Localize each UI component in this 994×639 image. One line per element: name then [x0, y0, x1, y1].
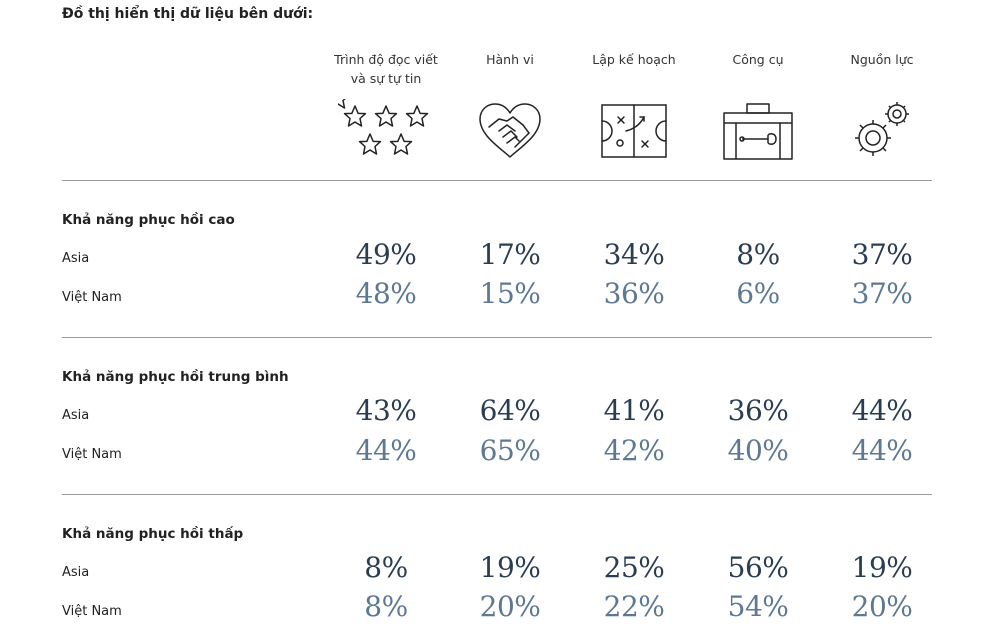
- value-cell: 8%: [364, 590, 408, 623]
- column-header-planning: Lập kế hoạch: [592, 52, 676, 67]
- value-cell: 41%: [603, 394, 665, 427]
- value-cell: 19%: [851, 551, 913, 584]
- value-cell: 65%: [479, 434, 541, 467]
- group-title-medium: Khả năng phục hồi trung bình: [62, 369, 289, 385]
- page-title: Đồ thị hiển thị dữ liệu bên dưới:: [62, 6, 314, 22]
- value-cell: 56%: [727, 551, 789, 584]
- row-label-asia: Asia: [62, 408, 90, 423]
- column-header-literacy: Trình độ đọc viết và sự tự tin: [334, 52, 438, 86]
- toolbox-icon: [696, 96, 820, 166]
- column-header-resources: Nguồn lực: [850, 52, 914, 67]
- row-label-asia: Asia: [62, 251, 90, 266]
- divider-header: [62, 180, 932, 181]
- value-cell: 37%: [851, 277, 913, 310]
- value-cell: 37%: [851, 238, 913, 271]
- value-cell: 22%: [603, 590, 665, 623]
- value-cell: 44%: [851, 434, 913, 467]
- value-cell: 17%: [479, 238, 541, 271]
- value-cell: 20%: [479, 590, 541, 623]
- row-label-vietnam: Việt Nam: [62, 604, 122, 619]
- group-title-low: Khả năng phục hồi thấp: [62, 526, 244, 542]
- value-cell: 36%: [727, 394, 789, 427]
- value-cell: 19%: [479, 551, 541, 584]
- value-cell: 20%: [851, 590, 913, 623]
- value-cell: 6%: [736, 277, 780, 310]
- value-cell: 49%: [355, 238, 417, 271]
- column-header-behavior: Hành vi: [486, 52, 534, 67]
- row-label-asia: Asia: [62, 565, 90, 580]
- row-label-vietnam: Việt Nam: [62, 290, 122, 305]
- group-title-high: Khả năng phục hồi cao: [62, 212, 235, 228]
- value-cell: 42%: [603, 434, 665, 467]
- value-cell: 40%: [727, 434, 789, 467]
- value-cell: 36%: [603, 277, 665, 310]
- row-label-vietnam: Việt Nam: [62, 447, 122, 462]
- value-cell: 25%: [603, 551, 665, 584]
- stars-icon: [324, 96, 448, 166]
- gears-icon: [820, 96, 944, 166]
- value-cell: 64%: [479, 394, 541, 427]
- handshake-heart-icon: [448, 96, 572, 166]
- value-cell: 54%: [727, 590, 789, 623]
- value-cell: 48%: [355, 277, 417, 310]
- value-cell: 8%: [364, 551, 408, 584]
- value-cell: 43%: [355, 394, 417, 427]
- column-header-tools: Công cụ: [732, 52, 784, 67]
- value-cell: 34%: [603, 238, 665, 271]
- divider-group: [62, 494, 932, 495]
- playbook-icon: [572, 96, 696, 166]
- value-cell: 15%: [479, 277, 541, 310]
- divider-group: [62, 337, 932, 338]
- value-cell: 44%: [355, 434, 417, 467]
- value-cell: 8%: [736, 238, 780, 271]
- value-cell: 44%: [851, 394, 913, 427]
